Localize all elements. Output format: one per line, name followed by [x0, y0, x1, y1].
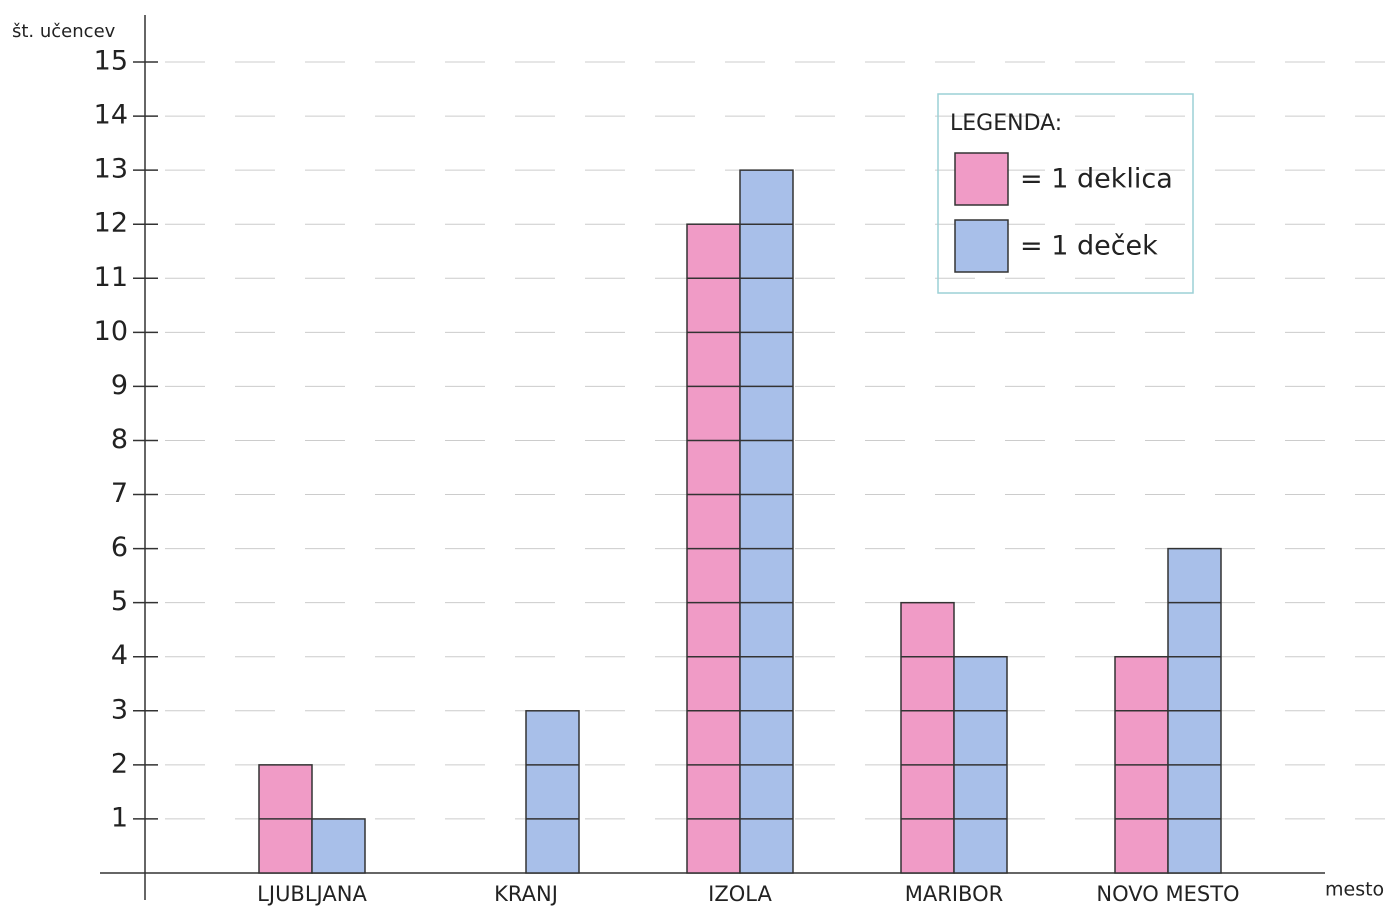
y-tick-label: 10 [94, 316, 128, 347]
y-tick-label: 8 [111, 424, 128, 455]
y-tick-label: 11 [94, 262, 128, 293]
legend-label: = 1 deček [1020, 231, 1158, 262]
x-tick-label: NOVO MESTO [1096, 882, 1239, 906]
y-tick-label: 6 [111, 532, 128, 563]
y-tick-label: 2 [111, 748, 128, 779]
y-tick-label: 14 [94, 100, 128, 131]
bar [525, 710, 580, 874]
y-tick-label: 4 [111, 640, 128, 671]
legend-label: = 1 deklica [1020, 164, 1173, 195]
legend-box [937, 93, 1194, 294]
y-tick-label: 9 [111, 370, 128, 401]
y-tick-label: 5 [111, 586, 128, 617]
x-tick-label: IZOLA [708, 882, 772, 906]
y-tick-label: 13 [94, 154, 128, 185]
y-tick-label: 12 [94, 208, 128, 239]
legend-title: LEGENDA: [950, 111, 1062, 136]
x-axis-label: mesto [1325, 879, 1384, 901]
bar [900, 601, 955, 874]
y-tick-label: 7 [111, 478, 128, 509]
bar [739, 169, 794, 874]
x-tick-label: LJUBLJANA [257, 882, 367, 906]
x-tick-label: KRANJ [494, 882, 558, 906]
legend-swatch [954, 152, 1009, 206]
y-tick-label: 3 [111, 694, 128, 725]
bar [311, 818, 366, 874]
x-tick-label: MARIBOR [905, 882, 1003, 906]
y-axis-label: št. učencev [12, 21, 116, 42]
y-tick-label: 15 [94, 46, 128, 77]
y-tick-label: 1 [111, 802, 128, 833]
legend-swatch [954, 219, 1009, 273]
